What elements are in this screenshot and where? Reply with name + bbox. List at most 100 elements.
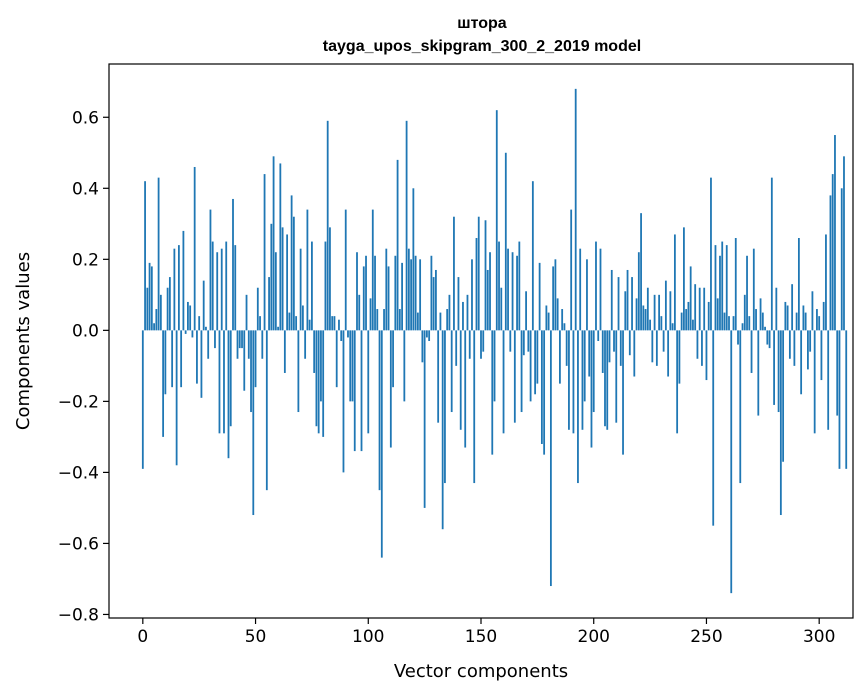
bar <box>800 330 803 395</box>
bar <box>520 330 523 413</box>
bar <box>428 330 431 341</box>
bar <box>608 330 611 363</box>
bar <box>498 241 500 331</box>
bar <box>324 241 327 331</box>
bar <box>795 312 798 331</box>
bar <box>484 220 487 331</box>
bar <box>155 309 158 331</box>
bar <box>646 287 649 331</box>
bar <box>820 330 823 381</box>
bar <box>836 330 839 416</box>
bar <box>225 241 228 331</box>
bar <box>543 330 546 455</box>
bar <box>734 238 737 331</box>
bar <box>549 330 552 587</box>
bar <box>667 330 670 377</box>
bar <box>613 330 615 352</box>
bar <box>412 188 415 331</box>
bar <box>164 330 167 395</box>
bar <box>407 248 410 331</box>
bar <box>367 330 370 434</box>
x-tick-label: 100 <box>352 627 384 647</box>
bar <box>202 280 205 331</box>
bar <box>214 330 216 349</box>
bar <box>779 330 782 516</box>
bar <box>631 277 633 331</box>
bar <box>378 330 381 491</box>
bar <box>450 330 453 413</box>
bar <box>198 316 201 331</box>
bar <box>538 262 541 331</box>
bar <box>773 330 775 405</box>
y-axis-ticks: −0.8 −0.6 −0.4 −0.2 0.0 0.2 0.4 0.6 <box>58 108 109 625</box>
bar <box>283 330 286 373</box>
bar <box>374 255 376 331</box>
bar <box>766 330 769 345</box>
bar <box>320 330 322 402</box>
bar <box>583 330 586 402</box>
bar <box>265 330 268 491</box>
bar <box>358 294 361 331</box>
bar <box>719 255 721 331</box>
bar <box>671 323 674 331</box>
bar <box>716 298 719 331</box>
bar <box>655 330 658 366</box>
bar <box>653 294 656 331</box>
bar <box>626 269 629 331</box>
bar <box>480 330 482 359</box>
bar <box>698 287 701 331</box>
bar <box>723 312 726 331</box>
bar <box>297 330 300 413</box>
bar <box>689 266 692 331</box>
bar <box>435 269 437 331</box>
bar <box>394 255 397 331</box>
bar <box>238 330 241 349</box>
bar <box>592 330 595 413</box>
bar <box>669 291 672 331</box>
bar <box>504 152 507 331</box>
bar <box>362 266 365 331</box>
bar <box>831 174 834 331</box>
bar <box>457 277 460 331</box>
bar <box>286 234 289 331</box>
bar <box>292 216 295 331</box>
chart-subtitle: tayga_upos_skipgram_300_2_2019 model <box>323 38 641 55</box>
bar <box>536 330 539 384</box>
bar <box>793 330 796 366</box>
bar <box>256 287 259 331</box>
bar <box>601 330 604 373</box>
bar <box>493 330 496 402</box>
bar <box>423 330 426 508</box>
bar <box>351 330 354 402</box>
bar <box>714 245 717 331</box>
bar <box>254 330 257 388</box>
bar <box>236 330 239 359</box>
x-tick-label: 200 <box>578 627 610 647</box>
bar <box>604 330 606 427</box>
y-tick-label: 0.0 <box>72 321 99 341</box>
bar <box>664 280 667 331</box>
bar <box>218 330 221 434</box>
bar <box>712 330 715 526</box>
bar <box>741 323 744 331</box>
bar <box>425 330 428 338</box>
bar <box>527 330 530 352</box>
bar <box>144 181 146 331</box>
bar <box>464 330 467 448</box>
bar <box>396 159 399 331</box>
bar <box>730 330 733 594</box>
bar <box>552 266 555 331</box>
bar <box>376 309 379 331</box>
bar <box>845 330 848 469</box>
bar <box>617 277 620 331</box>
bar <box>804 312 807 331</box>
bar <box>556 298 559 331</box>
bar <box>838 330 841 469</box>
bar <box>522 330 525 356</box>
bar <box>380 330 383 558</box>
bar <box>732 316 735 331</box>
bar <box>563 323 566 331</box>
bar <box>277 326 279 331</box>
bar <box>437 330 440 423</box>
bar <box>710 177 712 331</box>
